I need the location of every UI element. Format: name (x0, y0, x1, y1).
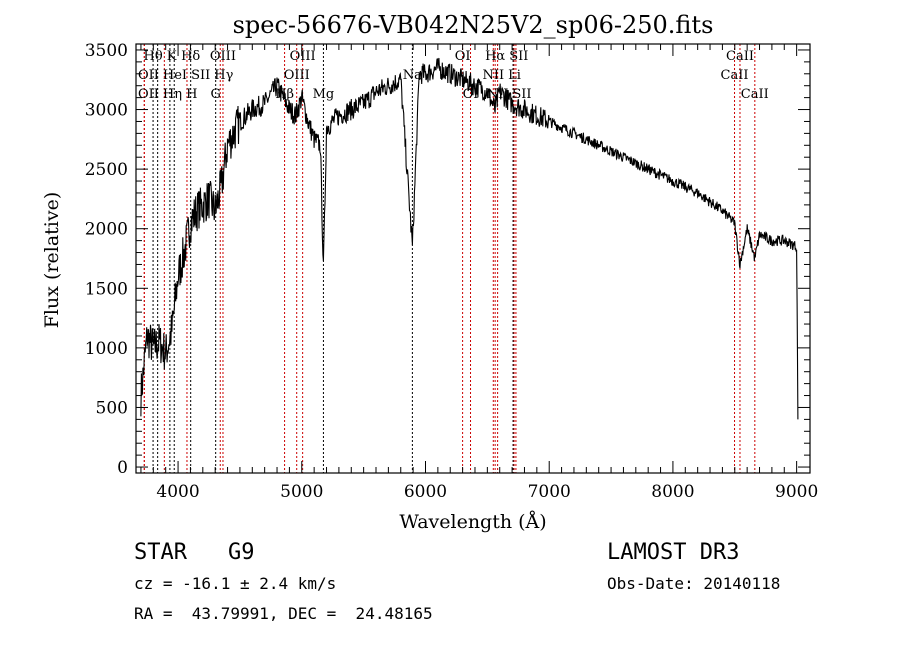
plot-frame (135, 43, 811, 474)
y-tick-label: 500 (96, 398, 128, 418)
line-label-hei: HeI (163, 68, 187, 83)
line-label-na: Na (403, 68, 422, 83)
y-tick-label: 2500 (85, 160, 128, 180)
line-label-hθ: Hθ (144, 49, 163, 64)
x-tick-label: 4000 (156, 482, 199, 502)
line-label-oi: OI (455, 49, 471, 64)
y-tick-label: 2000 (85, 220, 128, 240)
y-tick-label: 0 (117, 458, 128, 478)
y-tick-label: 1000 (85, 339, 128, 359)
x-tick-label: 8000 (651, 482, 694, 502)
x-tick-label: 5000 (280, 482, 323, 502)
line-label-sii: SII (191, 68, 210, 83)
spectrum-line (140, 57, 799, 420)
line-label-oiii: OIII (284, 68, 310, 83)
y-tick-label: 3500 (85, 41, 128, 61)
line-label-k: K (167, 49, 177, 64)
x-axis-label: Wavelength (Å) (399, 511, 546, 533)
x-tick-label: 7000 (528, 482, 571, 502)
line-label-oiii: OIII (210, 49, 236, 64)
line-label-li: Li (508, 68, 521, 83)
line-label-oii: OII (138, 87, 159, 102)
line-label-oii: OII (138, 68, 159, 83)
line-label-h: H (186, 87, 197, 102)
obs-date: Obs-Date: 20140118 (607, 574, 781, 593)
line-label-hδ: Hδ (181, 49, 200, 64)
x-tick-label: 9000 (775, 482, 818, 502)
y-tick-label: 1500 (85, 279, 128, 299)
line-label-hα: Hα (485, 49, 505, 64)
line-label-mg: Mg (313, 87, 335, 102)
line-label-oiii: OIII (290, 49, 316, 64)
y-tick-label: 3000 (85, 101, 128, 121)
line-label-caii: CaII (726, 49, 754, 64)
object-subclass: G9 (228, 540, 255, 565)
y-axis-label: Flux (relative) (41, 192, 63, 329)
line-label-sii: SII (509, 49, 528, 64)
line-label-hη: Hη (163, 87, 182, 102)
chart-title: spec-56676-VB042N25V2_sp06-250.fits (233, 11, 714, 39)
line-label-g: G (211, 87, 221, 102)
x-tick-label: 6000 (404, 482, 447, 502)
line-label-sii: SII (512, 87, 531, 102)
survey-name: LAMOST DR3 (607, 540, 740, 565)
line-label-nii: NII (483, 68, 505, 83)
object-class: STAR (134, 540, 187, 565)
line-label-hγ: Hγ (214, 68, 233, 83)
line-label-caii: CaII (721, 68, 749, 83)
coordinates: RA = 43.79991, DEC = 24.48165 (134, 604, 433, 623)
line-label-caii: CaII (741, 87, 769, 102)
redshift-cz: cz = -16.1 ± 2.4 km/s (134, 574, 337, 593)
